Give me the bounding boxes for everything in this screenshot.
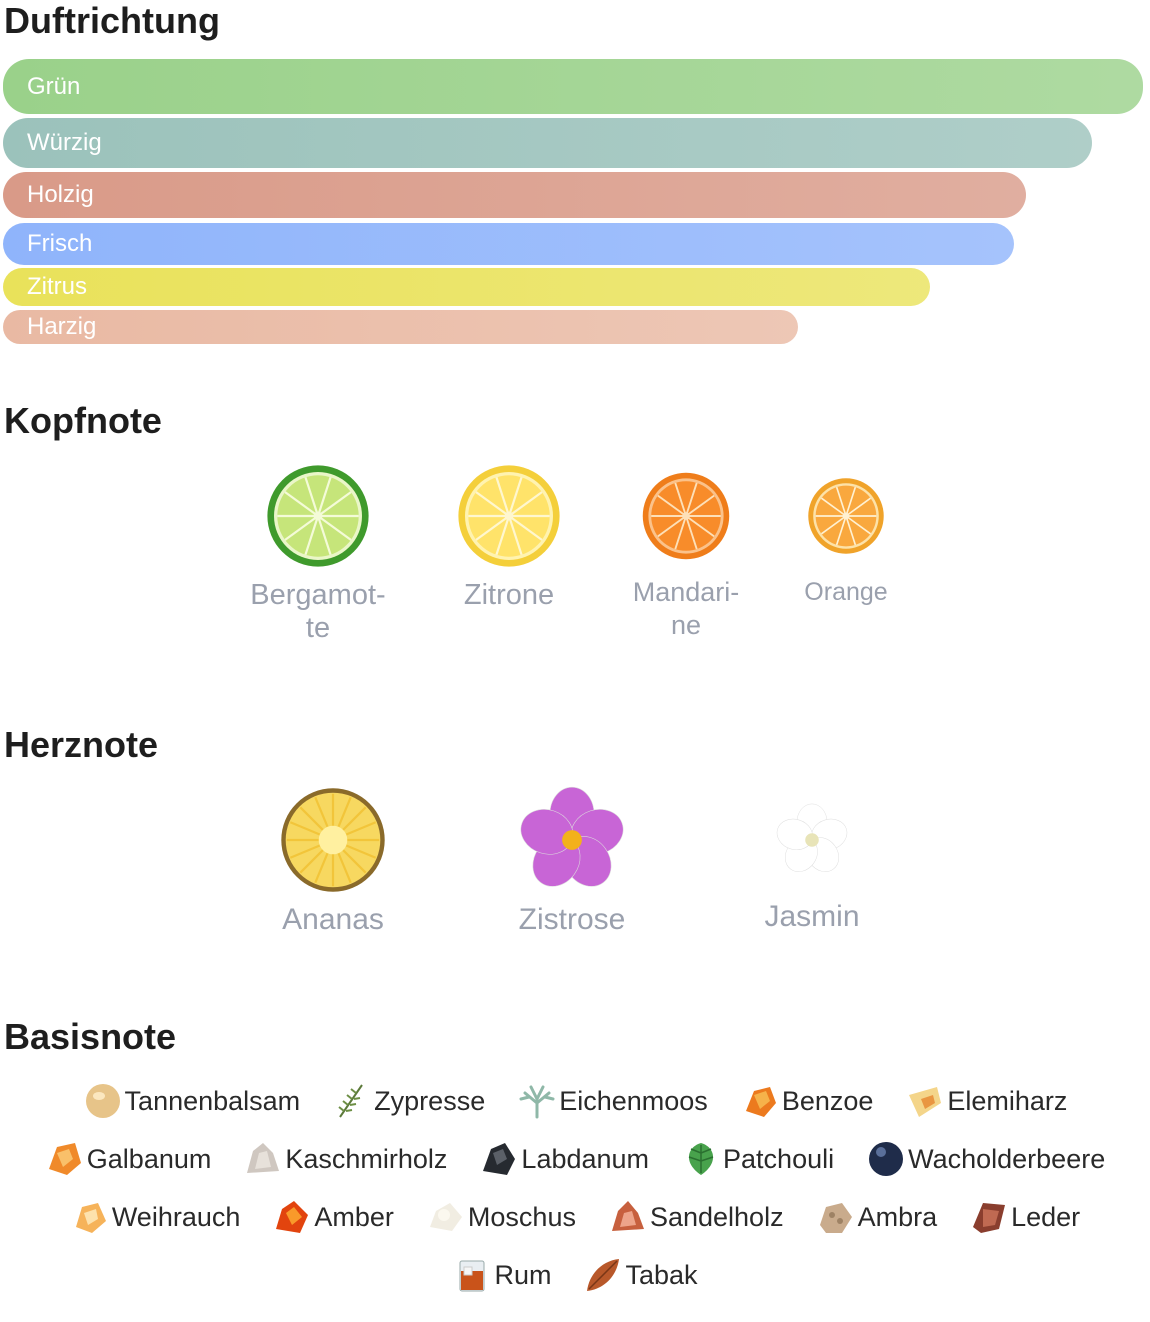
base-note-item[interactable]: Weihrauch bbox=[70, 1194, 241, 1240]
note-label: Zitrone bbox=[463, 579, 555, 611]
base-note-item[interactable]: Ambra bbox=[816, 1194, 938, 1240]
accord-label: Würzig bbox=[27, 129, 102, 156]
accord-bar-4: Frisch bbox=[3, 223, 1014, 265]
amber-icon bbox=[276, 1201, 309, 1233]
labdanum-icon bbox=[483, 1143, 516, 1175]
base-note-item[interactable]: Kaschmirholz bbox=[243, 1136, 447, 1182]
base-note-label: Wacholderbeere bbox=[908, 1143, 1106, 1174]
accord-label: Zitrus bbox=[27, 273, 87, 300]
base-note-label: Weihrauch bbox=[111, 1201, 241, 1232]
note-label: Ananas bbox=[282, 903, 384, 936]
base-note-label: Sandelholz bbox=[649, 1201, 784, 1232]
base-note-label: Amber bbox=[314, 1201, 394, 1232]
note-card-1[interactable]: Ananas bbox=[243, 780, 423, 936]
base-note-item[interactable]: Sandelholz bbox=[608, 1194, 784, 1240]
accord-label: Grün bbox=[27, 72, 81, 100]
base-note-label: Tabak bbox=[625, 1259, 698, 1290]
section-title-herznote: Herznote bbox=[4, 724, 159, 765]
base-note-item[interactable]: Benzoe bbox=[740, 1078, 874, 1124]
oakmoss-icon bbox=[519, 1085, 555, 1119]
frankincense-icon bbox=[75, 1203, 106, 1233]
galbanum-icon bbox=[48, 1143, 81, 1175]
base-note-label: Labdanum bbox=[521, 1143, 650, 1174]
accord-bar-3: Holzig bbox=[3, 172, 1026, 218]
note-card-3[interactable]: Jasmin bbox=[722, 780, 902, 933]
note-label: Bergamot- te bbox=[250, 579, 386, 644]
base-note-item[interactable]: Elemiharz bbox=[905, 1078, 1067, 1124]
base-note-item[interactable]: Rum bbox=[452, 1252, 551, 1298]
accord-label: Frisch bbox=[27, 230, 93, 257]
tobacco-icon bbox=[587, 1259, 620, 1291]
base-note-label: Galbanum bbox=[86, 1143, 212, 1174]
note-label: Jasmin bbox=[764, 900, 860, 933]
section-title-basisnote: Basisnote bbox=[4, 1016, 177, 1057]
note-card-3[interactable]: Mandari- ne bbox=[596, 456, 776, 642]
cypress-icon bbox=[338, 1084, 363, 1118]
sandalwood-icon bbox=[611, 1201, 644, 1231]
base-note-label: Tannenbalsam bbox=[124, 1085, 301, 1116]
base-note-row: Rum Tabak bbox=[0, 1252, 1150, 1298]
accord-label: Holzig bbox=[27, 181, 94, 208]
rockrose-icon bbox=[520, 786, 624, 887]
section-title-duftrichtung: Duftrichtung bbox=[4, 0, 220, 41]
accord-bar-5: Zitrus bbox=[3, 268, 930, 306]
base-note-label: Rum bbox=[494, 1259, 552, 1290]
accord-bar-1: Grün bbox=[3, 59, 1143, 114]
lemon-icon bbox=[458, 465, 560, 567]
base-note-label: Patchouli bbox=[723, 1143, 835, 1174]
base-note-label: Leder bbox=[1011, 1201, 1081, 1232]
leather-icon bbox=[973, 1203, 1006, 1233]
base-note-item[interactable]: Galbanum bbox=[45, 1136, 212, 1182]
accord-label: Harzig bbox=[27, 313, 97, 340]
benzoin-icon bbox=[745, 1087, 776, 1117]
base-note-item[interactable]: Tannenbalsam bbox=[83, 1078, 301, 1124]
base-note-label: Zypresse bbox=[374, 1085, 486, 1116]
base-note-item[interactable]: Moschus bbox=[426, 1194, 576, 1240]
base-note-row: Tannenbalsam Zypresse Eichenmoos Benzoe Elem… bbox=[0, 1078, 1150, 1124]
base-note-item[interactable]: Patchouli bbox=[681, 1136, 834, 1182]
note-label: Orange bbox=[804, 578, 888, 606]
orange-icon bbox=[808, 478, 884, 554]
base-note-label: Eichenmoos bbox=[559, 1085, 708, 1116]
ambergris-icon bbox=[819, 1203, 852, 1233]
juniper-berry-icon bbox=[869, 1142, 904, 1176]
base-note-item[interactable]: Amber bbox=[272, 1194, 394, 1240]
note-card-4[interactable]: Orange bbox=[756, 456, 936, 609]
note-label: Zistrose bbox=[518, 903, 626, 936]
base-note-item[interactable]: Tabak bbox=[583, 1252, 698, 1298]
elemi-icon bbox=[909, 1087, 942, 1117]
note-card-1[interactable]: Bergamot- te bbox=[228, 456, 408, 645]
base-note-label: Ambra bbox=[857, 1201, 938, 1232]
base-note-item[interactable]: Eichenmoos bbox=[517, 1078, 708, 1124]
pineapple-icon bbox=[281, 788, 385, 892]
accord-bar-2: Würzig bbox=[3, 118, 1092, 168]
note-card-2[interactable]: Zitrone bbox=[419, 456, 599, 612]
patchouli-icon bbox=[688, 1143, 714, 1175]
jasmine-icon bbox=[776, 803, 848, 872]
base-note-item[interactable]: Wacholderbeere bbox=[866, 1136, 1105, 1182]
base-note-row: Weihrauch Amber Moschus Sandelholz Ambra Lede… bbox=[0, 1194, 1150, 1240]
mandarin-icon bbox=[642, 472, 730, 560]
base-note-label: Moschus bbox=[467, 1201, 576, 1232]
base-note-item[interactable]: Labdanum bbox=[479, 1136, 649, 1182]
fir-balsam-icon bbox=[85, 1084, 120, 1118]
base-note-item[interactable]: Zypresse bbox=[332, 1078, 485, 1124]
cashmere-wood-icon bbox=[247, 1143, 280, 1173]
accord-bar-6: Harzig bbox=[3, 310, 798, 344]
base-note-label: Benzoe bbox=[781, 1085, 874, 1116]
base-note-item[interactable]: Leder bbox=[969, 1194, 1080, 1240]
section-title-kopfnote: Kopfnote bbox=[4, 400, 162, 441]
base-note-label: Kaschmirholz bbox=[285, 1143, 448, 1174]
base-note-label: Elemiharz bbox=[947, 1085, 1068, 1116]
rum-icon bbox=[459, 1260, 485, 1292]
musk-icon bbox=[429, 1203, 462, 1231]
note-label: Mandari- ne bbox=[632, 577, 740, 640]
note-card-2[interactable]: Zistrose bbox=[482, 780, 662, 936]
bergamot-icon bbox=[267, 465, 369, 567]
base-note-row: Galbanum Kaschmirholz Labdanum Patchouli Wac… bbox=[0, 1136, 1150, 1182]
